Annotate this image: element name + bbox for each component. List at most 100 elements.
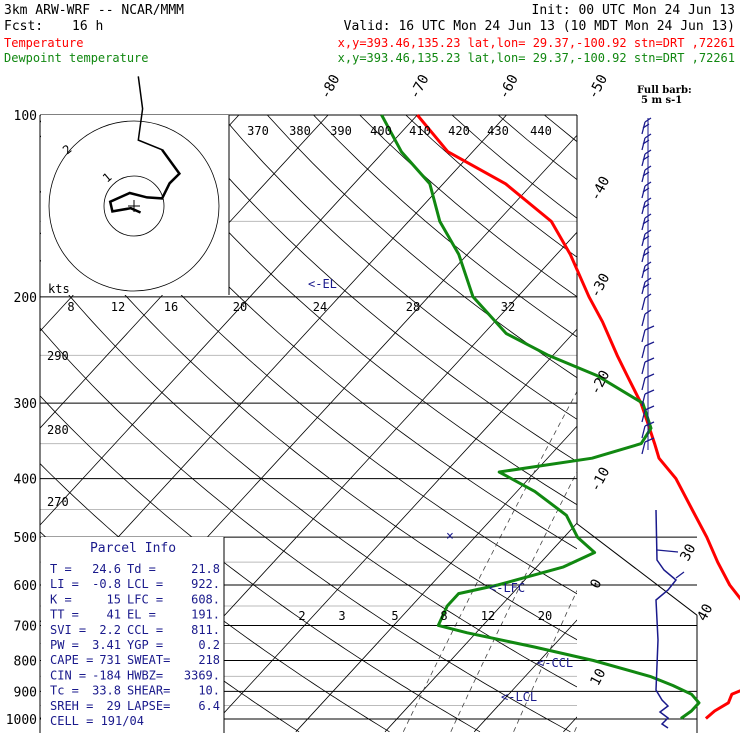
dry-adiabat-280 [40, 327, 571, 733]
wind-units: 5 m s-1 [641, 95, 682, 106]
wind-trace-lower [655, 509, 678, 729]
barb-staff [641, 409, 646, 423]
parcel-key-b: LFC = [127, 592, 163, 606]
barb-flag [644, 293, 652, 299]
parcel-val-b: 218 [198, 653, 220, 667]
barb-flag [644, 421, 655, 427]
hodo-bg [41, 115, 229, 295]
isotherm-20 [653, 115, 740, 732]
parcel-val-b: 3369. [184, 668, 220, 682]
parcel-key-b: SHEAR= [127, 684, 170, 698]
barb-flag [644, 309, 652, 315]
parcel-key-a: CAPE = [50, 653, 93, 667]
wind-barb [641, 261, 652, 279]
parcel-key-a: PW = [50, 638, 79, 652]
barb-flag [644, 261, 652, 267]
dry-adiabat-460 [729, 115, 740, 732]
barb-flag-2 [642, 203, 650, 209]
mixing-label-low-20: 20 [538, 609, 552, 623]
mixing-ratio-5 [513, 589, 577, 732]
pressure-label-400: 400 [14, 473, 37, 488]
isotherm--70 [40, 115, 418, 526]
mixing-label-low-12: 12 [481, 609, 495, 623]
isotherm-label--80: -80 [317, 72, 343, 102]
wind-barb [641, 341, 655, 359]
barb-flag [644, 357, 655, 363]
pressure-label-600: 600 [14, 579, 37, 594]
barb-staff [641, 441, 646, 455]
parcel-val-a: -184 [92, 668, 121, 682]
el-marker: <-EL [308, 277, 337, 291]
dry-adiabat-380 [359, 115, 577, 298]
theta-label-290: 290 [47, 349, 69, 363]
pressure-label-800: 800 [14, 654, 37, 669]
barb-flag-2 [642, 187, 650, 193]
mixing-label-top-24: 24 [313, 300, 327, 314]
parcel-cell: CELL = 191/04 [50, 714, 144, 728]
dry-adiabat-320 [82, 115, 577, 550]
lfc-marker: <-LFC [489, 581, 525, 595]
wind-barb [641, 117, 652, 135]
barb-flag [644, 133, 652, 139]
wind-barb [641, 325, 655, 343]
wind-barb [641, 277, 652, 295]
wind-barb [641, 165, 652, 183]
barb-flag [644, 437, 655, 443]
barb-staff [641, 329, 646, 343]
barb-flag [644, 197, 652, 203]
dry-adiabat-370 [313, 115, 577, 338]
mixing-ratio-3 [450, 470, 577, 732]
parcel-key-a: SREH = [50, 699, 93, 713]
wind-barb [641, 405, 655, 423]
barb-staff [641, 297, 646, 311]
parcel-key-b: CCL = [127, 623, 163, 637]
pressure-label-500: 500 [14, 531, 37, 546]
dry-adiabat-270 [40, 395, 481, 733]
barb-flag [644, 325, 655, 331]
parcel-key-b: HWBZ= [127, 668, 163, 682]
theta-e-label-390: 390 [330, 124, 352, 138]
pressure-label-1000: 1000 [6, 713, 37, 728]
parcel-val-b: 608. [191, 592, 220, 606]
isotherm-label--10: -10 [587, 465, 613, 495]
dewpoint-line [380, 114, 701, 720]
wind-barb [641, 357, 655, 375]
mixing-label-top-8: 8 [67, 300, 74, 314]
barb-flag-2 [642, 139, 650, 145]
theta-e-label-430: 430 [487, 124, 509, 138]
mixing-label-low-3: 3 [338, 609, 345, 623]
dry-adiabat-300 [40, 190, 577, 641]
isotherm--60 [40, 115, 507, 623]
parcel-val-b: 0.2 [198, 638, 220, 652]
wind-barb [641, 197, 652, 215]
parcel-val-a: 41 [107, 608, 121, 622]
isotherm--10 [384, 522, 577, 733]
barb-flag [644, 149, 652, 155]
dry-adiabat-450 [683, 115, 740, 732]
hodo-ring-inner [103, 175, 165, 237]
theta-e-label-370: 370 [247, 124, 269, 138]
barb-flag [644, 229, 652, 235]
wind-barbs [641, 117, 685, 729]
parcel-key-a: T = [50, 562, 72, 576]
barb-flag [644, 341, 655, 347]
parcel-val-b: 21.8 [191, 562, 220, 576]
isotherm--20 [295, 425, 577, 733]
mixing-label-low-2: 2 [298, 609, 305, 623]
theta-e-label-400: 400 [370, 124, 392, 138]
parcel-val-a: 29 [107, 699, 121, 713]
wind-barb [641, 133, 652, 151]
dry-adiabat-360 [267, 115, 577, 379]
wind-barb [641, 293, 652, 311]
parcel-key-a: LI = [50, 577, 79, 591]
pressure-label-700: 700 [14, 619, 37, 634]
barb-staff [641, 425, 646, 439]
dry-adiabat-430 [591, 115, 740, 732]
theta-e-label-440: 440 [530, 124, 552, 138]
dry-adiabat-390 [405, 115, 577, 258]
dry-adiabat-340 [174, 115, 577, 463]
wind-barb [641, 149, 652, 167]
mixing-label-top-12: 12 [111, 300, 125, 314]
mixing-label-top-20: 20 [233, 300, 247, 314]
parcel-val-b: 811. [191, 623, 220, 637]
